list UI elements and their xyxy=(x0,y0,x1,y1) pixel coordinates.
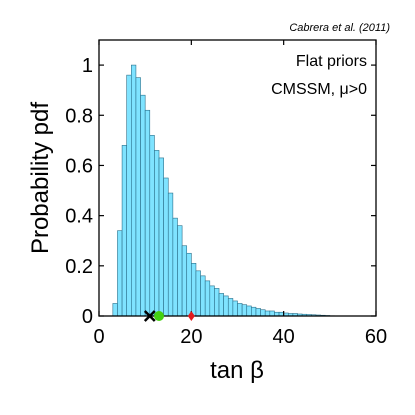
y-tick-label: 1 xyxy=(82,55,93,77)
x-tick-label: 60 xyxy=(365,326,387,348)
histogram-bar xyxy=(158,157,164,317)
histogram-bar xyxy=(167,192,174,317)
histogram-bar xyxy=(191,263,197,317)
histogram-bar xyxy=(232,300,238,317)
mean-marker xyxy=(154,311,165,321)
histogram-bar xyxy=(209,285,215,317)
histogram-bar xyxy=(241,304,248,317)
plot-frame xyxy=(98,39,377,317)
histogram-bar xyxy=(144,109,151,317)
y-axis: 0 0.2 0.4 0.6 0.8 1 xyxy=(65,55,376,328)
y-axis-label: Probability pdf xyxy=(27,102,54,254)
histogram-bar xyxy=(218,293,224,317)
y-tick-label: 0.2 xyxy=(65,256,93,278)
histogram-bar xyxy=(260,309,266,317)
histogram-bar xyxy=(181,245,188,317)
histogram-bar xyxy=(237,303,243,317)
histogram-bar xyxy=(177,225,183,317)
best-fit-marker xyxy=(143,310,156,322)
histogram-bar xyxy=(186,252,192,317)
histogram-bars xyxy=(112,64,335,317)
citation: Cabrera et al. (2011) xyxy=(289,22,390,34)
x-axis: 0 20 40 60 xyxy=(93,40,387,348)
annotation-cmssm: CMSSM, μ>0 xyxy=(271,81,367,98)
histogram-bar xyxy=(112,303,118,317)
histogram-bar xyxy=(131,64,137,317)
histogram-bar xyxy=(264,310,271,317)
histogram-bar xyxy=(227,298,234,317)
histogram-bar xyxy=(269,310,275,317)
annotation-flat-priors: Flat priors xyxy=(296,53,367,70)
posterior-mode-marker xyxy=(187,311,195,321)
histogram-bar xyxy=(117,230,123,317)
histogram-bar xyxy=(214,288,220,317)
histogram-bar xyxy=(135,77,141,317)
x-axis-label: tan β xyxy=(210,357,264,384)
histogram-bar xyxy=(140,94,146,317)
y-tick-label: 0.6 xyxy=(65,155,93,177)
y-tick-label: 0.8 xyxy=(65,105,93,127)
x-tick-label: 40 xyxy=(273,326,295,348)
histogram-bar xyxy=(154,150,160,317)
histogram-bar xyxy=(251,306,257,317)
histogram-bar xyxy=(204,280,211,317)
histogram-bar xyxy=(149,135,155,317)
histogram-bar xyxy=(163,177,169,317)
histogram-bar xyxy=(172,217,178,317)
histogram-bar xyxy=(126,74,132,317)
y-tick-label: 0.4 xyxy=(65,206,93,228)
histogram-bar xyxy=(255,308,261,317)
histogram-bar xyxy=(121,145,128,317)
x-tick-label: 0 xyxy=(93,326,104,348)
x-tick-label: 20 xyxy=(180,326,202,348)
histogram-bar xyxy=(246,305,252,317)
histogram-bar xyxy=(223,295,229,317)
histogram-bar xyxy=(200,275,206,317)
markers xyxy=(143,310,195,322)
histogram-bar xyxy=(195,270,201,317)
y-tick-label: 0 xyxy=(82,306,93,328)
